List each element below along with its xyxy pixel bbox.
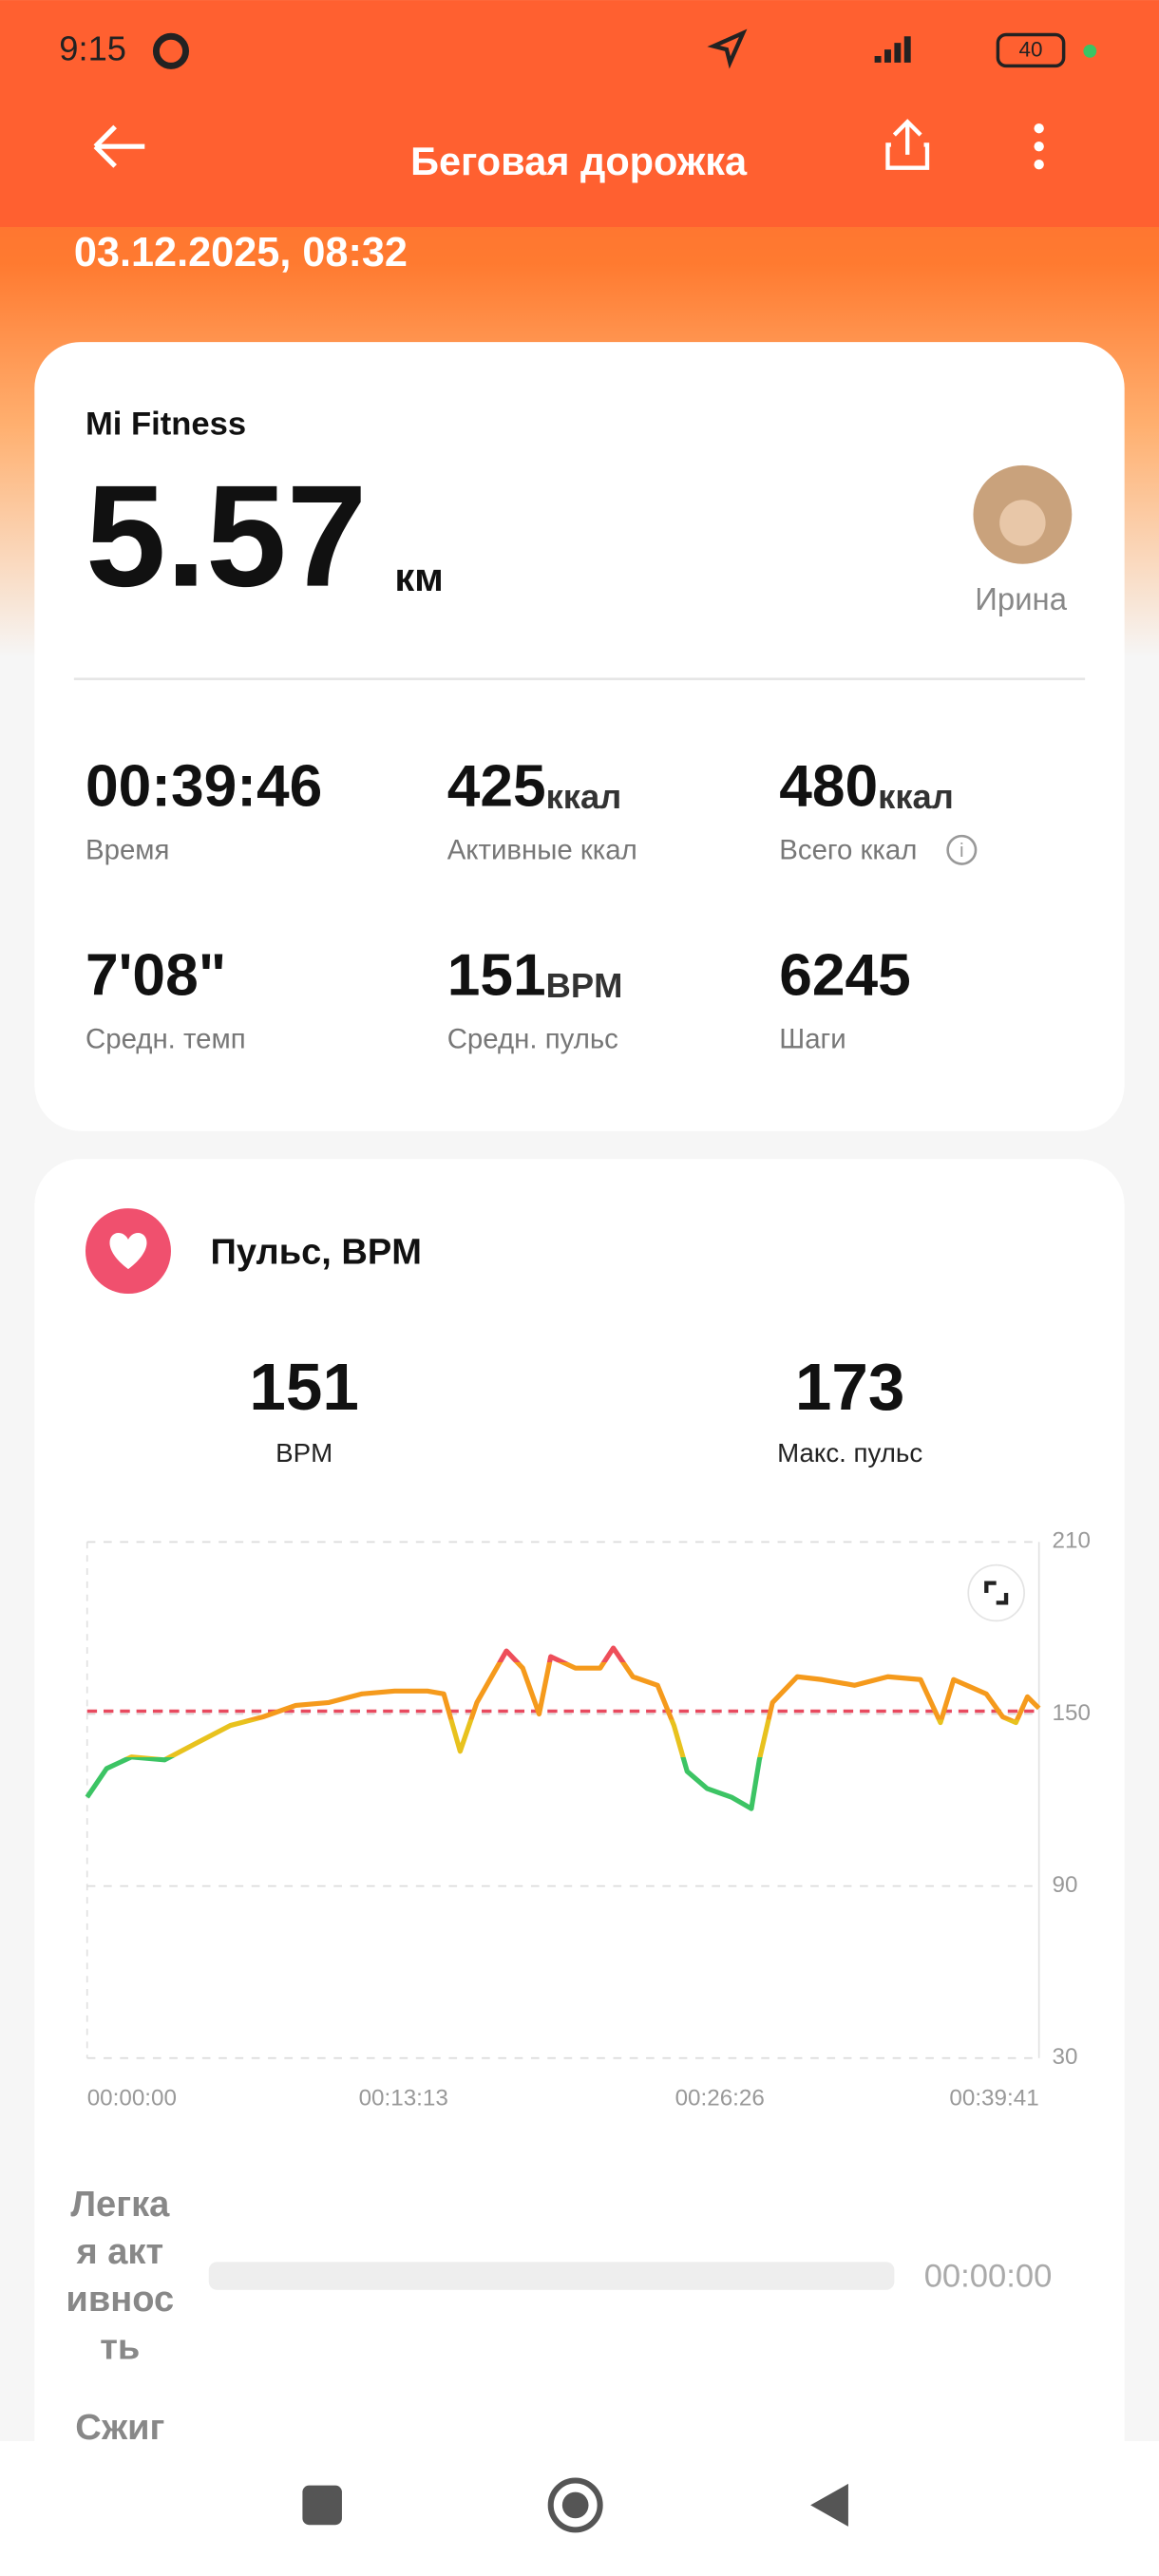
stat-label: Время	[86, 834, 169, 865]
battery-icon	[996, 32, 1066, 68]
stat-value: 6245	[779, 943, 911, 1009]
zone-name-box: Легкая активность	[66, 2183, 175, 2368]
stat-number: 7'08"	[86, 943, 226, 1009]
expand-icon	[984, 1581, 1009, 1605]
stat-number: 480	[779, 754, 878, 820]
stat-number: 425	[447, 754, 546, 820]
app-bar	[0, 0, 1159, 227]
stat-value: 7'08"	[86, 943, 226, 1009]
stat-value: 480ккал	[779, 754, 954, 820]
dot	[1083, 44, 1097, 58]
stat-number: 151	[447, 943, 546, 1009]
stat-number: 00:39:46	[86, 754, 322, 820]
menu-button[interactable]	[1034, 123, 1044, 170]
share-button[interactable]	[885, 119, 930, 170]
home-button[interactable]	[547, 2477, 603, 2533]
heart-rate-line	[85, 1645, 1041, 1811]
stat-label: Шаги	[779, 1023, 846, 1054]
user-name: Ирина	[975, 581, 1067, 616]
avg-pulse: 151	[249, 1350, 358, 1424]
battery-level: 40	[1019, 38, 1043, 62]
stat-value: 425ккал	[447, 754, 622, 820]
stat-label: Всего ккал	[779, 834, 917, 865]
stat-unit: ккал	[546, 777, 622, 816]
back-button[interactable]	[93, 124, 145, 168]
heart-card	[34, 1159, 1125, 2576]
max-pulse: 173	[795, 1350, 904, 1424]
location-icon	[707, 28, 748, 69]
max-pulse-label: Макс. пульс	[777, 1438, 922, 1468]
x-tick-label: 00:26:26	[675, 2085, 765, 2111]
avg-pulse-label: BPM	[276, 1438, 332, 1468]
stat-value: 151BPM	[447, 943, 623, 1009]
x-tick-label: 00:13:13	[359, 2085, 448, 2111]
y-tick-label: 150	[1053, 1700, 1091, 1726]
info-glyph: i	[960, 840, 964, 862]
y-tick-label: 30	[1053, 2044, 1078, 2070]
back-nav-button[interactable]	[810, 2483, 848, 2527]
chart: 30 90 150 210 00:00:00 00:13:13 00:26:26 00:39:…	[85, 1528, 1091, 2111]
distance: 5.57	[86, 456, 367, 617]
recents-button[interactable]	[302, 2485, 342, 2526]
x-tick-label: 00:00:00	[87, 2085, 177, 2111]
summary-card	[34, 342, 1125, 1131]
status-time: 9:15	[59, 28, 126, 67]
zone-name: Сжиг	[75, 2408, 164, 2448]
stat-label: Средн. пульс	[447, 1023, 618, 1054]
workout-date: 03.12.2025, 08:32	[74, 230, 408, 275]
stat-label: Средн. темп	[86, 1023, 246, 1054]
zone-time: 00:00:00	[924, 2259, 1053, 2295]
source: Mi Fitness	[86, 406, 246, 442]
stat-unit: BPM	[546, 966, 623, 1005]
avatar-face	[999, 500, 1046, 546]
x-tick-label: 00:39:41	[949, 2085, 1038, 2111]
expand-button[interactable]	[967, 1563, 1025, 1622]
page-title: Беговая дорожка	[410, 139, 748, 183]
stat-unit: ккал	[878, 777, 954, 816]
signal-icon	[874, 36, 911, 63]
distance-unit: км	[394, 555, 443, 599]
heart-icon	[109, 1233, 147, 1270]
home-dot	[561, 2491, 589, 2519]
heart-title: Пульс, BPM	[211, 1233, 423, 1273]
stat-value: 00:39:46	[86, 754, 322, 820]
zone-bar	[208, 2262, 895, 2290]
stat-label: Активные ккал	[447, 834, 637, 865]
status-icon	[152, 32, 190, 69]
y-tick-label: 90	[1053, 1872, 1078, 1898]
info-icon[interactable]	[946, 834, 978, 865]
stat-number: 6245	[779, 943, 911, 1009]
y-tick-label: 210	[1053, 1528, 1091, 1554]
zone-name: Легкая активность	[66, 2183, 175, 2368]
